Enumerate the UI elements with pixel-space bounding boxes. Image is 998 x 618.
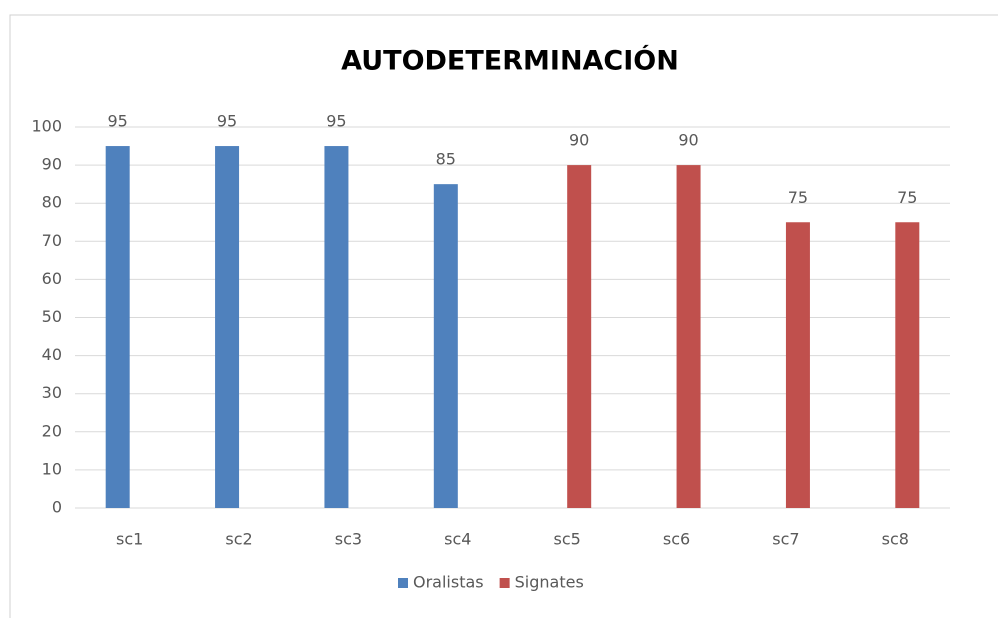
x-tick-label: sc7 [772,530,799,549]
data-label: 95 [108,112,128,131]
bar [676,165,701,508]
bar [433,184,458,508]
legend-swatch [398,578,408,588]
data-label: 95 [217,112,237,131]
x-tick-label: sc3 [335,530,362,549]
chart-frame [9,14,998,618]
data-label: 75 [897,188,917,207]
bar [895,222,920,508]
bar [785,222,810,508]
y-tick-label: 80 [42,193,62,212]
data-label: 90 [678,131,698,150]
data-label: 75 [788,188,808,207]
bar [567,165,592,508]
bar [105,146,130,509]
bar [215,146,240,509]
x-tick-label: sc1 [116,530,143,549]
x-tick-label: sc8 [882,530,909,549]
y-tick-label: 50 [42,307,62,326]
data-label: 85 [436,150,456,169]
x-tick-label: sc6 [663,530,690,549]
y-tick-label: 10 [42,459,62,478]
y-tick-label: 40 [42,345,62,364]
x-tick-label: sc2 [225,530,252,549]
x-tick-label: sc4 [444,530,471,549]
chart-title: AUTODETERMINACIÓN [341,45,679,77]
y-tick-label: 90 [42,155,62,174]
legend-label: Oralistas [413,573,484,592]
y-tick-label: 0 [52,498,62,517]
y-tick-label: 60 [42,269,62,288]
y-tick-label: 30 [42,383,62,402]
bar [324,146,349,509]
y-tick-label: 70 [42,231,62,250]
legend-swatch [499,578,510,588]
data-label: 95 [326,112,346,131]
y-tick-label: 20 [42,421,62,440]
data-label: 90 [569,131,589,150]
x-tick-label: sc5 [554,530,581,549]
legend-label: Signates [515,573,584,592]
y-tick-label: 100 [31,117,62,136]
